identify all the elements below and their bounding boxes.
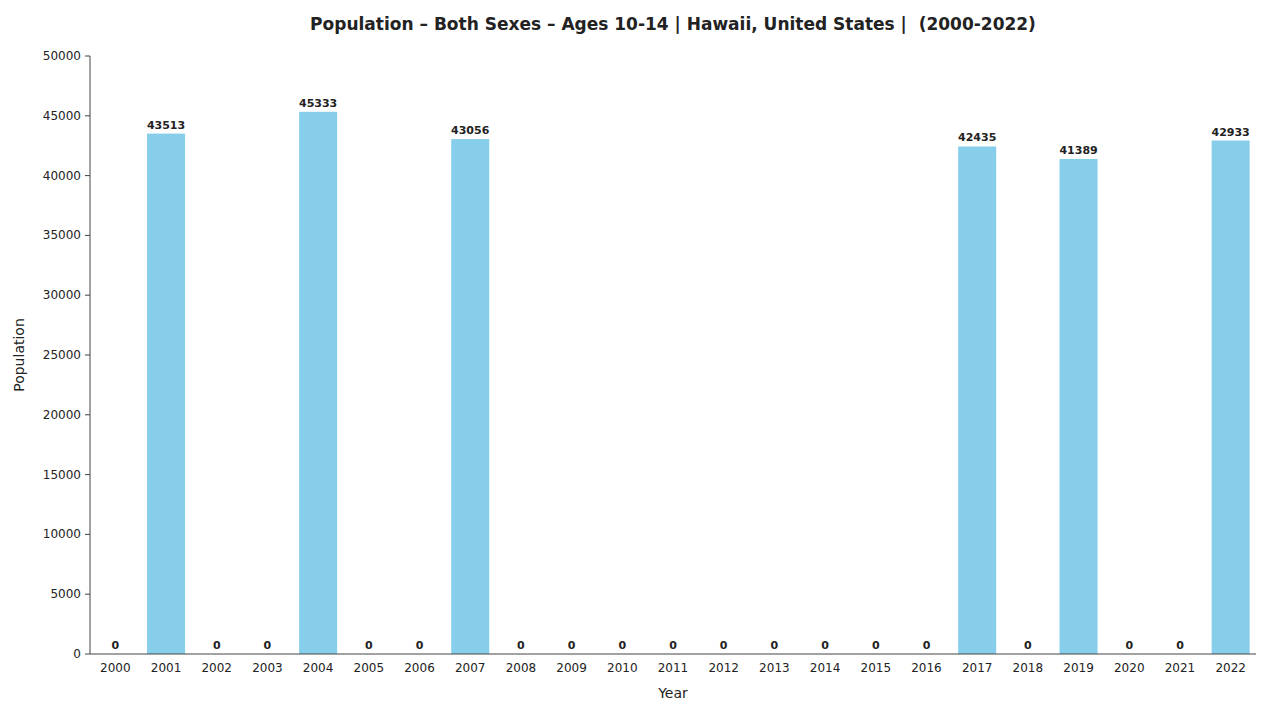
y-tick [85, 594, 90, 595]
data-label: 0 [1125, 639, 1133, 652]
bar [958, 146, 996, 654]
x-axis-line [90, 654, 1256, 655]
y-tick-label: 45000 [43, 109, 81, 123]
x-axis: 2000 2001 2002 2003 2004 2005 2006 2007 2008 2009… [100, 661, 1246, 675]
data-label: 0 [771, 639, 779, 652]
y-tick-label: 15000 [43, 468, 81, 482]
y-tick-label: 5000 [50, 587, 81, 601]
data-label: 41389 [1059, 144, 1097, 157]
data-label: 0 [264, 639, 272, 652]
x-tick-label: 2001 [151, 661, 182, 675]
data-label: 42435 [958, 131, 996, 144]
x-tick-label: 2006 [404, 661, 435, 675]
chart-container: 0500010000150002000025000300003500040000… [0, 0, 1280, 720]
data-label: 0 [1176, 639, 1184, 652]
y-tick-label: 0 [73, 647, 81, 661]
data-label: 0 [872, 639, 880, 652]
x-tick-label: 2016 [911, 661, 942, 675]
y-axis-title: Population [11, 318, 27, 392]
x-tick-label: 2014 [810, 661, 841, 675]
bar [1060, 159, 1098, 654]
data-label: 43056 [451, 124, 490, 137]
y-tick [85, 295, 90, 296]
data-label: 0 [720, 639, 728, 652]
x-tick-label: 2002 [201, 661, 232, 675]
x-axis-title: Year [657, 685, 688, 701]
x-tick-label: 2019 [1063, 661, 1094, 675]
y-axis: 0 5000 10000 15000 20000 25000 30000 35000 40000… [43, 49, 90, 661]
x-tick-label: 2013 [759, 661, 790, 675]
data-label: 0 [618, 639, 626, 652]
data-label: 0 [213, 639, 221, 652]
x-tick-label: 2021 [1165, 661, 1196, 675]
y-tick [85, 534, 90, 535]
data-label: 42933 [1212, 126, 1250, 139]
data-label: 0 [365, 639, 373, 652]
x-tick-label: 2000 [100, 661, 131, 675]
bar [1212, 141, 1250, 654]
x-tick-label: 2003 [252, 661, 283, 675]
bar [299, 112, 337, 654]
data-label: 0 [669, 639, 677, 652]
y-tick [85, 56, 90, 57]
data-label: 0 [517, 639, 525, 652]
x-tick-label: 2008 [506, 661, 537, 675]
y-tick-label: 35000 [43, 228, 81, 242]
data-label: 0 [112, 639, 120, 652]
data-labels: 0 43513 0 0 45333 0 0 43056 0 0 0 0 0 0 0 0 0 42435 0 41389… [112, 97, 1250, 652]
data-label: 45333 [299, 97, 337, 110]
x-tick-label: 2018 [1013, 661, 1044, 675]
x-tick-label: 2015 [861, 661, 892, 675]
data-label: 0 [416, 639, 424, 652]
y-tick [85, 654, 90, 655]
y-tick-label: 20000 [43, 408, 81, 422]
y-tick [85, 175, 90, 176]
y-tick [85, 474, 90, 475]
data-label: 0 [1024, 639, 1032, 652]
x-tick-label: 2007 [455, 661, 486, 675]
data-label: 0 [568, 639, 576, 652]
bar [451, 139, 489, 654]
y-tick [85, 235, 90, 236]
y-tick [85, 355, 90, 356]
y-tick-label: 50000 [43, 49, 81, 63]
y-tick-label: 40000 [43, 169, 81, 183]
x-tick-label: 2017 [962, 661, 993, 675]
y-tick-label: 30000 [43, 288, 81, 302]
bar [147, 134, 185, 654]
x-tick-label: 2004 [303, 661, 334, 675]
data-label: 0 [821, 639, 829, 652]
x-tick-label: 2022 [1215, 661, 1246, 675]
y-tick-label: 10000 [43, 527, 81, 541]
y-tick [85, 115, 90, 116]
data-label: 43513 [147, 119, 185, 132]
title: Population – Both Sexes – Ages 10-14 | H… [310, 14, 1036, 34]
x-tick-label: 2011 [658, 661, 689, 675]
x-tick-label: 2005 [354, 661, 385, 675]
chart: 0500010000150002000025000300003500040000… [0, 0, 1280, 720]
y-tick-label: 25000 [43, 348, 81, 362]
x-tick-label: 2010 [607, 661, 638, 675]
y-axis-line [90, 56, 91, 654]
x-tick-label: 2012 [708, 661, 739, 675]
bars [147, 112, 1250, 654]
data-label: 0 [923, 639, 931, 652]
y-tick [85, 414, 90, 415]
x-tick-label: 2009 [556, 661, 587, 675]
x-tick-label: 2020 [1114, 661, 1145, 675]
